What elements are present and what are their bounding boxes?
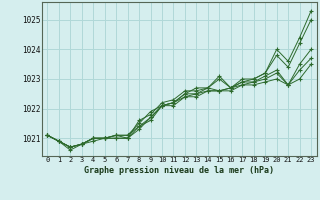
X-axis label: Graphe pression niveau de la mer (hPa): Graphe pression niveau de la mer (hPa) [84, 166, 274, 175]
